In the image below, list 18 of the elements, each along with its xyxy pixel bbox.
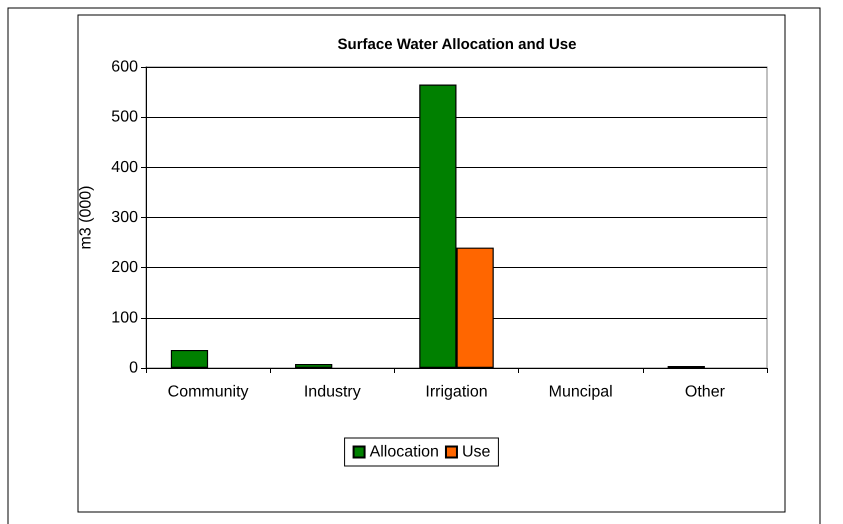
legend-label: Allocation xyxy=(370,444,439,460)
legend-label: Use xyxy=(462,444,491,460)
chart-title: Surface Water Allocation and Use xyxy=(338,36,576,53)
x-tick-label: Irrigation xyxy=(425,384,488,400)
x-tick-label: Community xyxy=(168,384,249,400)
y-tick-label: 300 xyxy=(111,209,138,226)
y-tick-label: 600 xyxy=(111,58,138,76)
y-tick-label: 200 xyxy=(111,259,138,276)
y-tick-label: 500 xyxy=(111,108,138,126)
y-tick-label: 100 xyxy=(111,309,138,326)
bar xyxy=(170,350,208,368)
x-tick-label: Other xyxy=(684,384,726,400)
y-tick-label: 0 xyxy=(129,360,138,376)
bar xyxy=(295,364,332,368)
x-tick-label: Industry xyxy=(304,384,361,400)
x-tick-label: Muncipal xyxy=(548,384,613,400)
y-tick-label: 400 xyxy=(111,158,138,176)
y-axis-title: m3 (000) xyxy=(78,185,94,250)
